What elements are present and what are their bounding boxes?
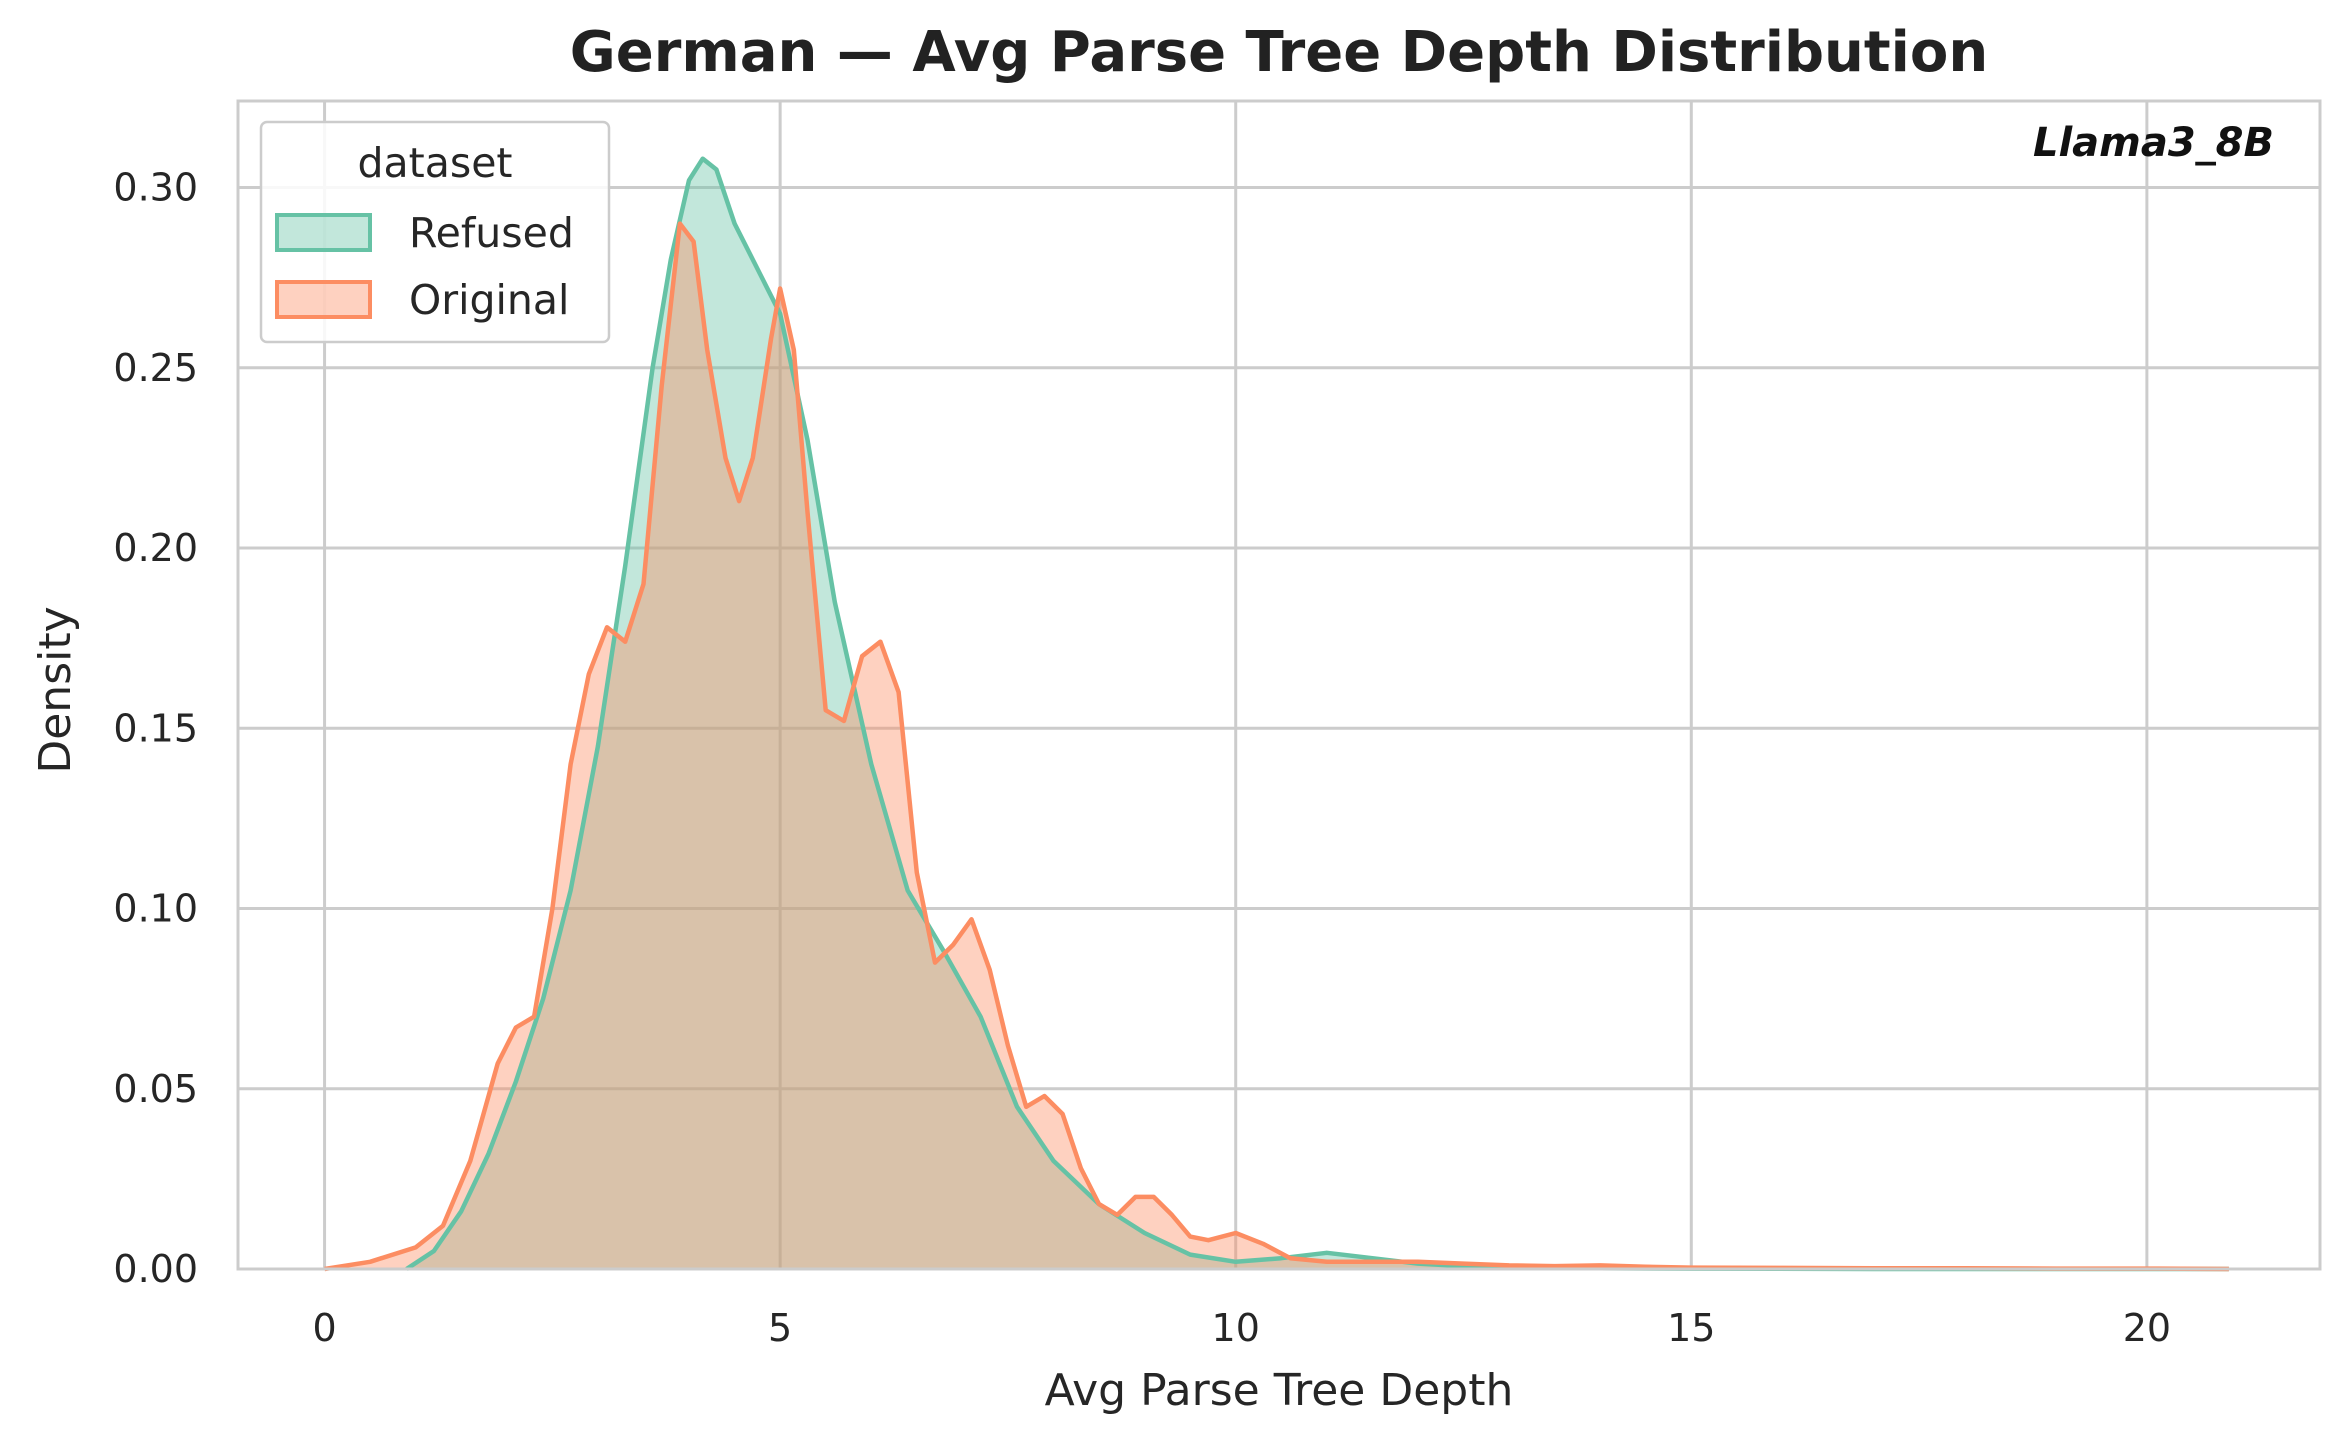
- legend-swatch-refused: [275, 213, 372, 252]
- series-lines: [324, 156, 2229, 1272]
- series-area-original: [324, 223, 2229, 1270]
- y-tick-label: 0.15: [113, 706, 198, 750]
- x-tick-label: 0: [312, 1306, 336, 1350]
- y-axis-label: Density: [30, 606, 81, 773]
- x-tick-label: 15: [1667, 1306, 1715, 1350]
- legend-label-original: Original: [409, 276, 569, 324]
- y-tick-labels: 0.00 0.05 0.10 0.15 0.20 0.25 0.30: [113, 166, 198, 1291]
- x-tick-label: 20: [2123, 1306, 2171, 1350]
- series-fills: [324, 158, 2229, 1270]
- x-tick-labels: 0 5 10 15 20: [312, 1306, 2171, 1350]
- x-tick-label: 10: [1212, 1306, 1260, 1350]
- legend-label-refused: Refused: [409, 209, 574, 257]
- plot-frame: [236, 99, 2322, 1271]
- y-tick-label: 0.30: [113, 166, 198, 210]
- x-axis-label: Avg Parse Tree Depth: [1045, 1365, 1514, 1416]
- model-annotation: Llama3_8B: [2033, 120, 2274, 166]
- legend: dataset Refused Original: [259, 120, 611, 344]
- y-tick-label: 0.10: [113, 887, 198, 931]
- chart-title: German — Avg Parse Tree Depth Distributi…: [570, 20, 1988, 85]
- y-tick-label: 0.20: [113, 526, 198, 570]
- x-tick-label: 5: [768, 1306, 792, 1350]
- legend-swatch-original: [275, 280, 372, 319]
- series-area-refused: [406, 158, 2229, 1270]
- y-tick-label: 0.25: [113, 346, 198, 390]
- series-line-original: [324, 221, 2229, 1272]
- legend-title: dataset: [357, 139, 512, 187]
- y-tick-label: 0.05: [113, 1067, 198, 1111]
- y-tick-label: 0.00: [113, 1247, 198, 1291]
- legend-box: [259, 120, 611, 344]
